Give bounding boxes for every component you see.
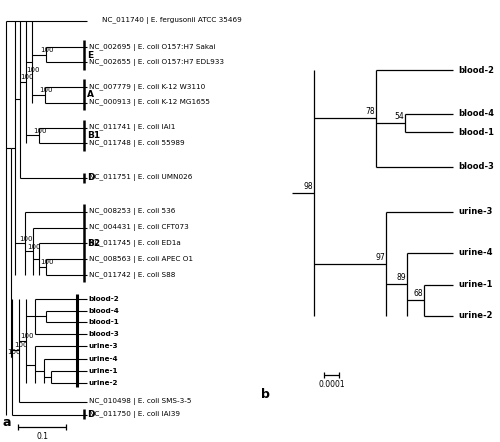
Text: 0.0001: 0.0001 (318, 380, 345, 389)
Text: urine-2: urine-2 (89, 380, 118, 386)
Text: 0.1: 0.1 (36, 432, 48, 441)
Text: urine-1: urine-1 (89, 368, 118, 374)
Text: 78: 78 (366, 107, 376, 116)
Text: blood-3: blood-3 (89, 332, 120, 337)
Text: urine-1: urine-1 (458, 280, 492, 290)
Text: 68: 68 (414, 289, 424, 298)
Text: 97: 97 (375, 253, 385, 262)
Text: urine-4: urine-4 (89, 356, 118, 362)
Text: NC_011748 | E. coli 55989: NC_011748 | E. coli 55989 (89, 140, 184, 147)
Text: 100: 100 (39, 88, 52, 93)
Text: 100: 100 (7, 349, 20, 355)
Text: NC_011740 | E. fergusonii ATCC 35469: NC_011740 | E. fergusonii ATCC 35469 (102, 17, 242, 24)
Text: blood-1: blood-1 (89, 319, 120, 325)
Text: NC_011745 | E. coli ED1a: NC_011745 | E. coli ED1a (89, 240, 180, 247)
Text: urine-3: urine-3 (458, 207, 492, 217)
Text: NC_011750 | E. coli IAI39: NC_011750 | E. coli IAI39 (89, 411, 180, 418)
Text: NC_002655 | E. coli O157:H7 EDL933: NC_002655 | E. coli O157:H7 EDL933 (89, 59, 224, 66)
Text: NC_002695 | E. coli O157:H7 Sakai: NC_002695 | E. coli O157:H7 Sakai (89, 44, 215, 51)
Text: NC_000913 | E. coli K-12 MG1655: NC_000913 | E. coli K-12 MG1655 (89, 99, 210, 106)
Text: urine-3: urine-3 (89, 343, 118, 349)
Text: B1: B1 (87, 131, 100, 140)
Text: a: a (2, 416, 11, 429)
Text: NC_011751 | E. coli UMN026: NC_011751 | E. coli UMN026 (89, 174, 192, 181)
Text: 100: 100 (33, 128, 46, 133)
Text: 89: 89 (397, 273, 406, 282)
Text: b: b (261, 388, 270, 401)
Text: 100: 100 (40, 47, 54, 53)
Text: urine-2: urine-2 (458, 311, 492, 320)
Text: blood-2: blood-2 (89, 296, 120, 301)
Text: blood-4: blood-4 (458, 110, 494, 118)
Text: urine-4: urine-4 (458, 248, 492, 257)
Text: NC_011742 | E. coli S88: NC_011742 | E. coli S88 (89, 271, 175, 278)
Text: E: E (87, 50, 93, 60)
Text: NC_008253 | E. coli 536: NC_008253 | E. coli 536 (89, 208, 175, 215)
Text: 100: 100 (26, 67, 40, 73)
Text: D: D (87, 410, 94, 419)
Text: blood-2: blood-2 (458, 65, 494, 75)
Text: 98: 98 (303, 182, 313, 191)
Text: blood-1: blood-1 (458, 128, 494, 137)
Text: blood-4: blood-4 (89, 308, 120, 314)
Text: 54: 54 (394, 112, 404, 121)
Text: 100: 100 (20, 74, 34, 80)
Text: 100: 100 (14, 343, 28, 348)
Text: blood-3: blood-3 (458, 162, 494, 171)
Text: 100: 100 (40, 259, 54, 265)
Text: NC_007779 | E. coli K-12 W3110: NC_007779 | E. coli K-12 W3110 (89, 84, 205, 91)
Text: A: A (87, 90, 94, 99)
Text: 100: 100 (20, 236, 33, 242)
Text: NC_008563 | E. coli APEC O1: NC_008563 | E. coli APEC O1 (89, 255, 193, 263)
Text: D: D (87, 173, 94, 183)
Text: NC_011741 | E. coli IAI1: NC_011741 | E. coli IAI1 (89, 124, 175, 131)
Text: 100: 100 (20, 333, 34, 339)
Text: 100: 100 (27, 244, 40, 250)
Text: NC_010498 | E. coli SMS-3-5: NC_010498 | E. coli SMS-3-5 (89, 398, 192, 405)
Text: B2: B2 (87, 239, 100, 248)
Text: NC_004431 | E. coli CFT073: NC_004431 | E. coli CFT073 (89, 224, 188, 231)
